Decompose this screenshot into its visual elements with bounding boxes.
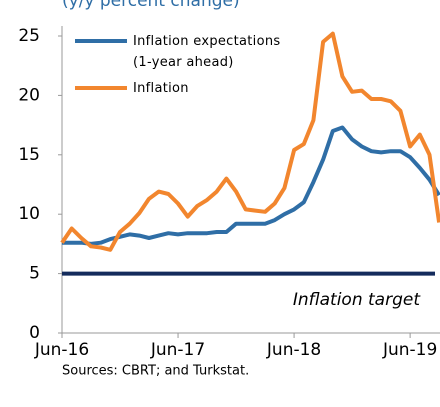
target-label: Inflation target <box>293 290 421 310</box>
y-tick-label: 0 <box>29 323 40 343</box>
legend-label: Inflation <box>133 81 189 96</box>
source-note: Sources: CBRT; and Turkstat. <box>62 364 249 379</box>
x-tick-label: Jun-19 <box>382 340 437 360</box>
x-tick-label: Jun-17 <box>150 340 205 360</box>
series-line <box>62 125 440 246</box>
y-tick-label: 15 <box>18 145 40 165</box>
x-tick-label: Jun-16 <box>34 340 89 360</box>
chart-subtitle: (y/y percent change) <box>62 0 240 11</box>
series-line <box>60 31 440 252</box>
y-tick-label: 20 <box>18 85 40 105</box>
x-tick-label: Jun-18 <box>266 340 321 360</box>
y-tick-label: 25 <box>18 26 40 46</box>
y-tick-label: 5 <box>29 264 40 284</box>
y-tick-label: 10 <box>18 204 40 224</box>
legend-label: Inflation expectations (1-year ahead) <box>133 34 281 70</box>
